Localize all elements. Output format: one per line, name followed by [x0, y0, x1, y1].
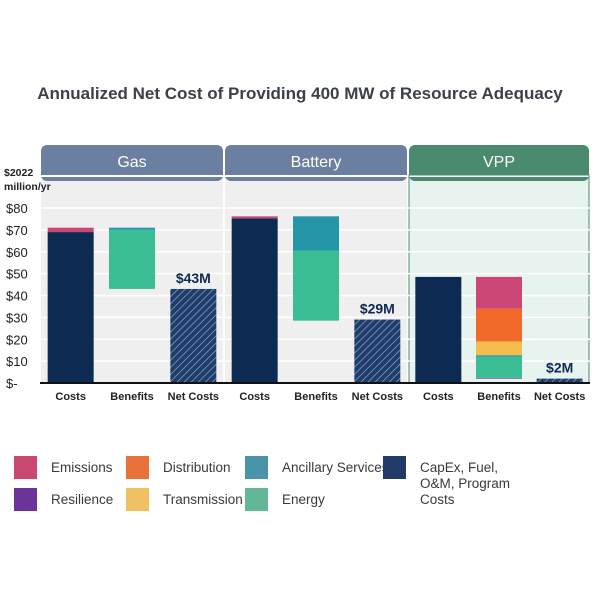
legend-swatch-energy	[245, 488, 268, 511]
bar-segment-vpp-benefits	[476, 341, 522, 356]
legend-label: Energy	[282, 492, 325, 507]
bar-segment-gas-benefits	[109, 227, 155, 230]
bar-segment-vpp-benefits	[476, 308, 522, 342]
legend-swatch-ancillary-services	[245, 456, 268, 479]
bar-segment-battery-costs	[231, 216, 278, 219]
data-label-gas: $43M	[176, 270, 211, 286]
bar-net-vpp	[536, 378, 583, 383]
bar-segment-battery-benefits	[293, 250, 339, 321]
y-tick-label: $60	[6, 245, 28, 260]
legend-swatch-capex	[383, 456, 406, 479]
data-label-vpp: $2M	[546, 360, 573, 376]
panel-header-divider	[41, 175, 223, 177]
x-tick-label: Benefits	[294, 391, 337, 403]
legend-item-ancillary-services: Ancillary Services	[245, 456, 389, 479]
bar-segment-vpp-benefits	[476, 355, 522, 357]
legend-item-resilience: Resilience	[14, 488, 113, 511]
legend-label: Transmission	[163, 492, 243, 507]
x-tick-label: Costs	[55, 391, 86, 403]
legend-item-energy: Energy	[245, 488, 325, 511]
legend-item-emissions: Emissions	[14, 456, 113, 479]
group-label-gas: Gas	[117, 154, 146, 171]
bar-segment-gas-costs	[47, 232, 94, 383]
panel-header-gas	[41, 145, 223, 181]
legend-label: CapEx, Fuel, O&M, Program Costs	[420, 460, 511, 507]
x-tick-label: Costs	[423, 391, 454, 403]
x-tick-label: Net Costs	[352, 391, 403, 403]
y-tick-label: $40	[6, 289, 28, 304]
x-tick-label: Benefits	[110, 391, 153, 403]
y-tick-label: $80	[6, 201, 28, 216]
y-tick-label: $-	[6, 376, 18, 391]
y-tick-label: $50	[6, 267, 28, 282]
y-tick-label: $30	[6, 310, 28, 325]
bar-segment-gas-costs	[47, 227, 94, 233]
panel-header-divider	[409, 175, 589, 177]
legend-label: Distribution	[163, 460, 231, 475]
bar-segment-vpp-costs	[415, 276, 462, 383]
group-label-vpp: VPP	[483, 154, 515, 171]
legend-label: Ancillary Services	[282, 460, 389, 475]
group-label-battery: Battery	[291, 154, 342, 171]
y-tick-label: $10	[6, 354, 28, 369]
panel-header-divider	[225, 175, 407, 177]
legend-item-distribution: Distribution	[126, 456, 231, 479]
legend-swatch-distribution	[126, 456, 149, 479]
chart-title: Annualized Net Cost of Providing 400 MW …	[37, 84, 563, 103]
bar-net-gas	[170, 288, 217, 383]
legend-swatch-transmission	[126, 488, 149, 511]
y-tick-label: $70	[6, 223, 28, 238]
y-tick-label: $20	[6, 332, 28, 347]
bar-segment-vpp-benefits	[476, 377, 522, 379]
legend-item-transmission: Transmission	[126, 488, 243, 511]
bar-segment-battery-benefits	[293, 216, 339, 251]
panel-header-vpp	[409, 145, 589, 181]
y-axis-label: $2022 million/yr	[4, 167, 51, 193]
legend-label: Resilience	[51, 492, 114, 507]
bar-segment-battery-costs	[231, 218, 278, 383]
legend-swatch-resilience	[14, 488, 37, 511]
legend-label: Emissions	[51, 460, 113, 475]
legend: Emissions Resilience Distribution Transm…	[0, 448, 600, 518]
bar-segment-vpp-benefits	[476, 276, 522, 309]
legend-swatch-emissions	[14, 456, 37, 479]
panel-header-battery	[225, 145, 407, 181]
x-tick-label: Benefits	[477, 391, 520, 403]
x-tick-label: Net Costs	[168, 391, 219, 403]
legend-item-capex: CapEx, Fuel, O&M, Program Costs	[383, 456, 530, 508]
bar-segment-vpp-benefits	[476, 356, 522, 378]
x-tick-label: Net Costs	[534, 391, 585, 403]
bar-segment-gas-benefits	[109, 229, 155, 289]
data-label-battery: $29M	[360, 301, 395, 317]
x-tick-label: Costs	[239, 391, 270, 403]
chart-plot: Gas Battery VPP $43M $29M $2M $2022 million/y…	[4, 145, 590, 403]
bar-net-battery	[354, 319, 401, 383]
